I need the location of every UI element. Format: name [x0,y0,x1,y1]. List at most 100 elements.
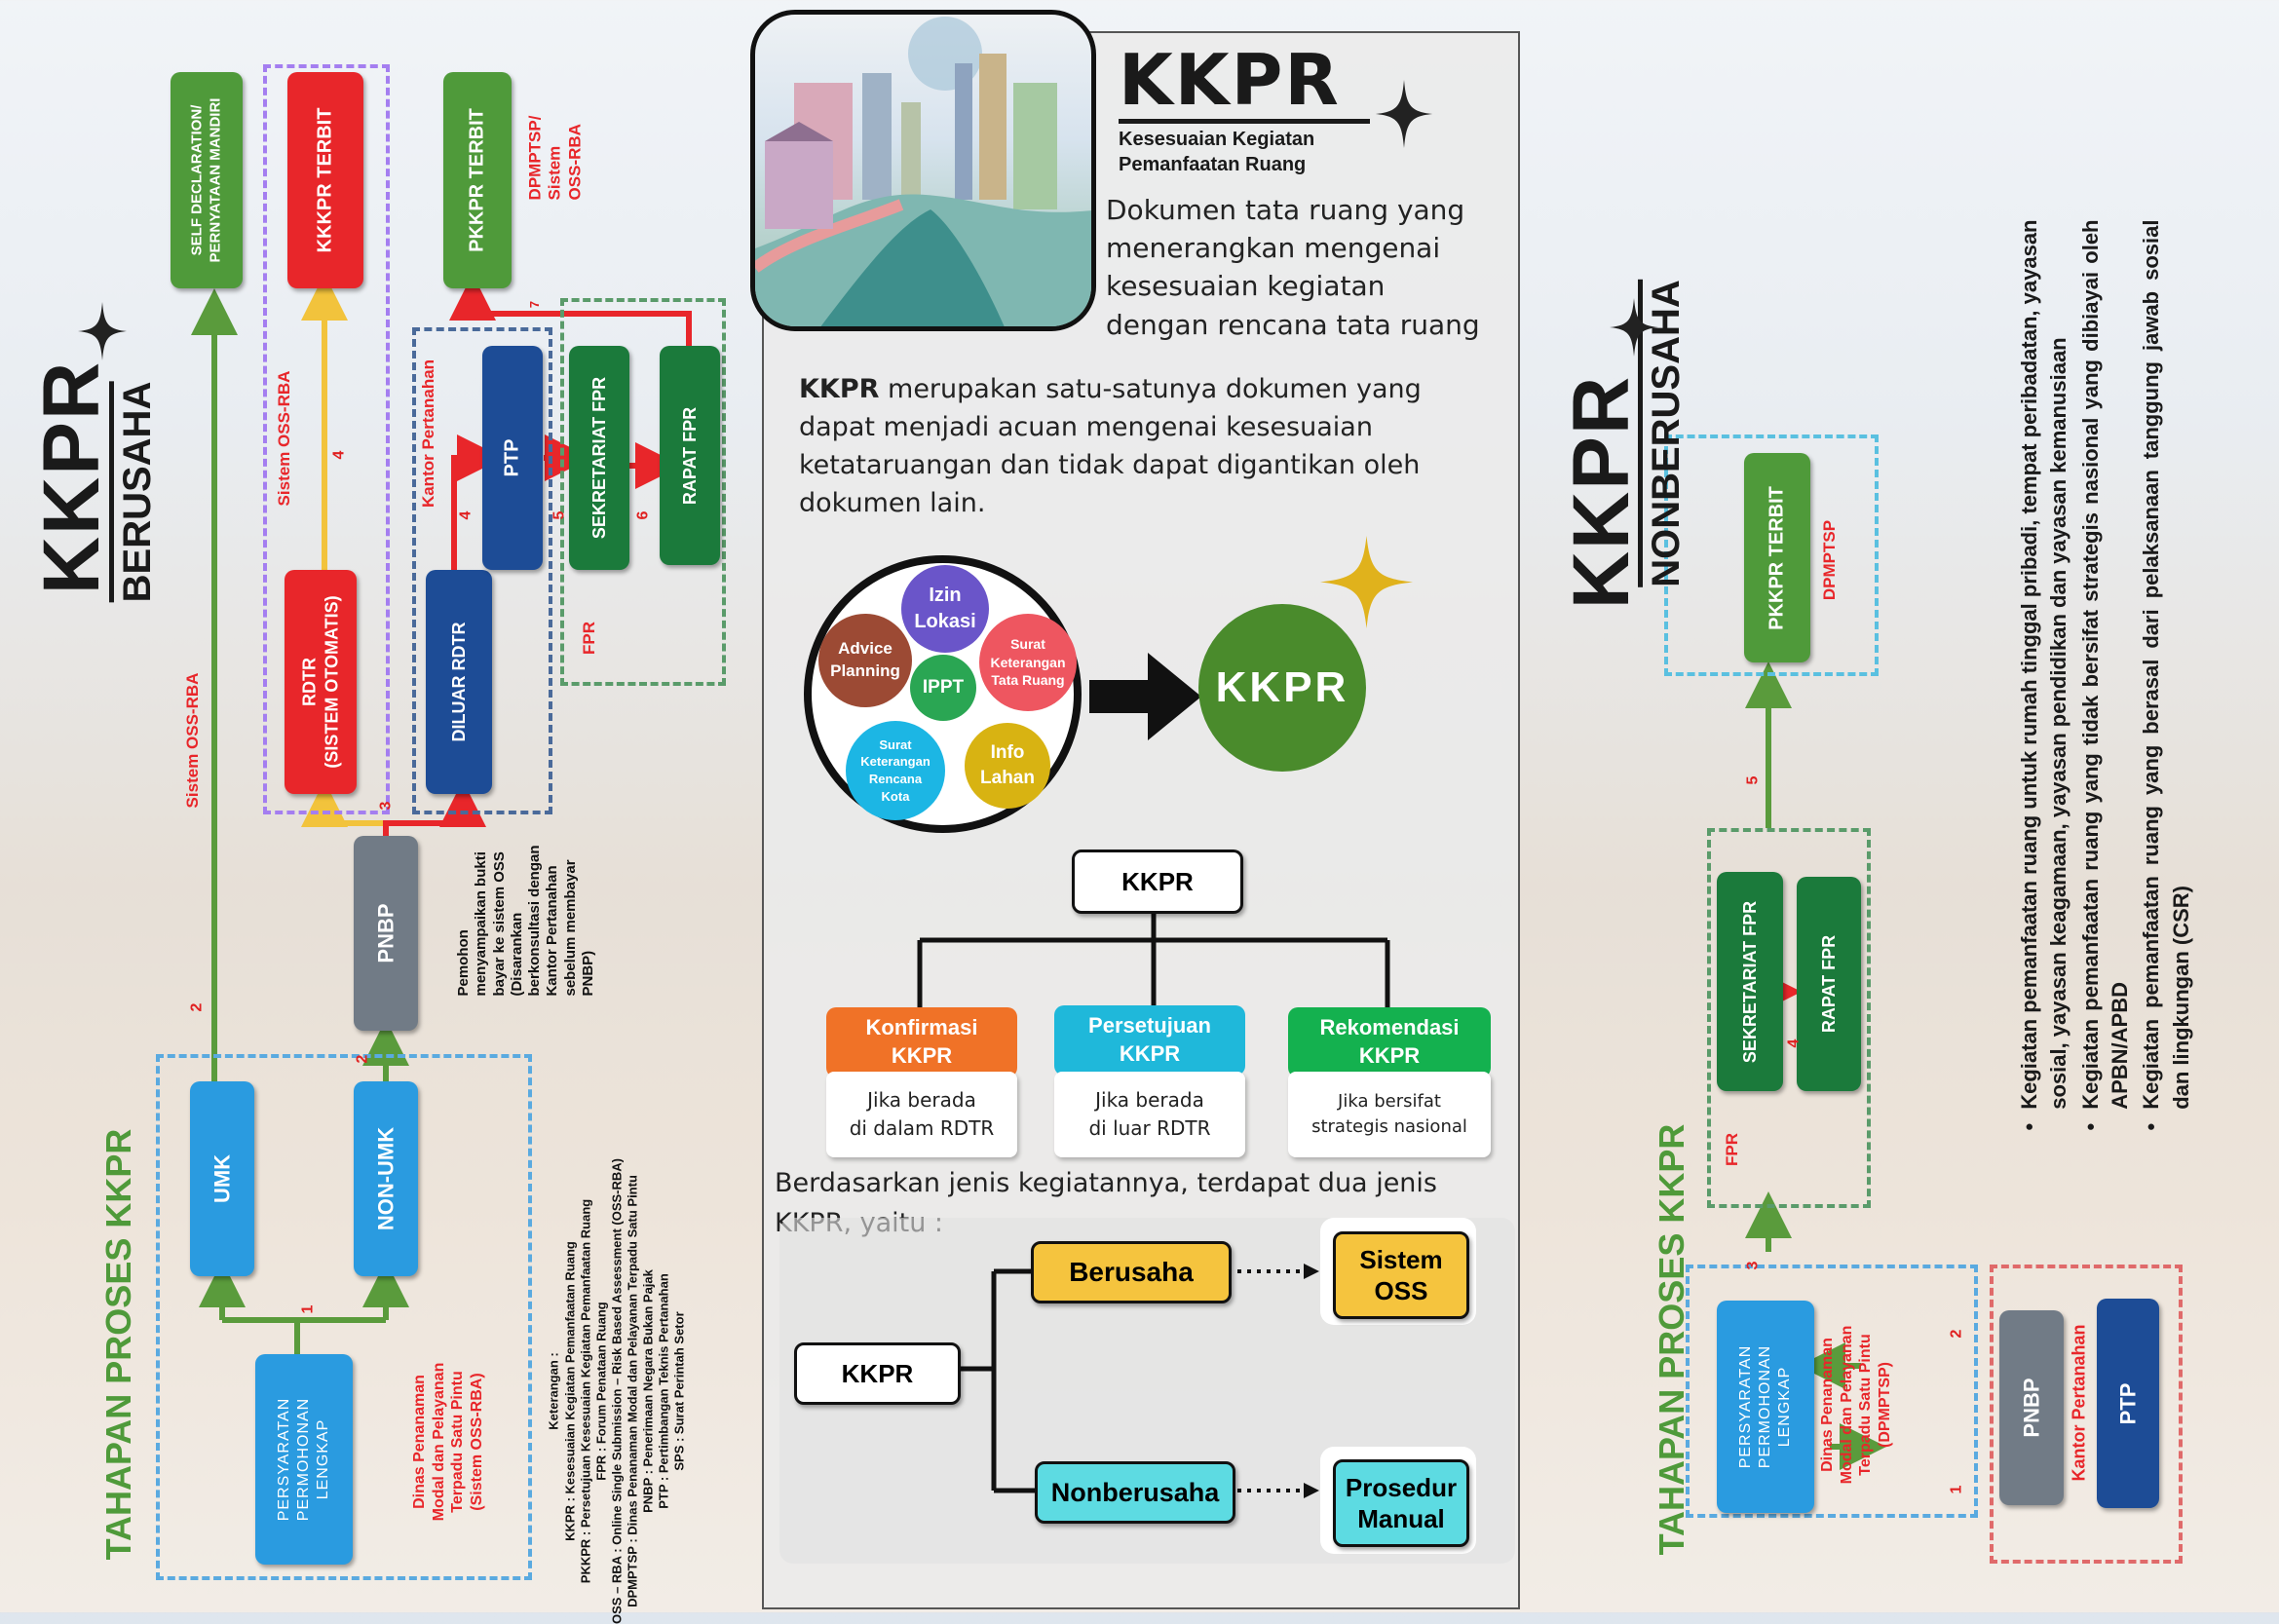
sekretariat-fpr-label-right: SEKRETARIAT FPR [1739,900,1760,1063]
bullet-text-2: Kegiatan pemanfaatan ruang yang tidak be… [2077,219,2133,1110]
step-1: 1 [299,1304,317,1314]
dpmptsp-frame [1664,434,1879,676]
paragraph-bold: KKPR [799,374,880,404]
rapat-fpr-label-right: RAPAT FPR [1818,934,1839,1034]
prosedur-manual-box: Prosedur Manual [1333,1459,1469,1547]
step-6: 6 [634,510,652,520]
ippt-circle: IPPT [910,655,976,721]
persetujuan-desc: Jika berada di luar RDTR [1054,1072,1245,1157]
kkkpr-terbit-label: KKKPR TERBIT [314,107,336,253]
rapat-fpr-box: RAPAT FPR [660,346,720,565]
sekretariat-fpr-box: SEKRETARIAT FPR [569,346,629,570]
bullet-text-3: Kegiatan pemanfaatan ruang yang berasal … [2139,219,2193,1110]
definition-text: Dokumen tata ruang yang menerangkan meng… [1106,194,1480,341]
tahapan-title-left: TAHAPAN PROSES KKPR [98,1128,138,1561]
gold-sparkle-icon [1320,536,1413,628]
persetujuan-kkpr-box: Persetujuan KKPR [1054,1005,1245,1076]
rapat-fpr-label: RAPAT FPR [679,406,700,505]
berusaha-subtitle: BERUSAHA [109,381,160,603]
sparkle-icon [78,302,127,360]
dinas-frame [156,1054,532,1580]
konfirmasi-kkpr-box: Konfirmasi KKPR [826,1007,1017,1077]
persyaratan-label: PERSYARATAN PERMOHONAN LENGKAP [276,1397,331,1522]
keterangan-line-5: DPMPTSP : Dinas Penanaman Modal dan Pela… [625,1175,640,1607]
rdtr-box: RDTR (SISTEM OTOMATIS) [285,570,357,794]
pemohon-note: Pemohon menyampaikan bukti bayar ke sist… [454,845,596,997]
pnbp-box-right: PNBP [1999,1310,2064,1505]
pnbp-box: PNBP [354,836,418,1031]
title-underline [1119,119,1370,124]
pkkpr-terbit-label: PKKPR TERBIT [466,108,488,252]
kantor-pertanahan-label: Kantor Pertanahan [419,359,437,509]
bullet-item: • Kegiatan pemanfaatan ruang untuk rumah … [2015,220,2074,1131]
ptp-label: PTP [501,438,523,477]
rekomendasi-kkpr-box: Rekomendasi KKPR [1288,1007,1491,1077]
pkkpr-terbit-box-right: PKKPR TERBIT [1744,453,1810,662]
non-umk-label: NON-UMK [373,1126,399,1231]
dpmptsp-label-right: DPMPTSP [1820,519,1839,601]
bullet-text-1: Kegiatan pemanfaatan ruang untuk rumah t… [2017,219,2071,1110]
keterangan-line-3: FPR : Forum Penataan Ruang [593,1302,609,1481]
diluar-rdtr-box: DILUAR RDTR [426,570,492,794]
kkpr-tree-root: KKPR [1072,850,1243,914]
fpr-frame-right [1707,828,1871,1208]
step-4a: 4 [330,450,348,460]
keterangan-line-6: PNBP : Penerimaan Negara Bukan Pajak [640,1269,656,1513]
right-step-5: 5 [1744,775,1762,785]
kkkpr-terbit-box: KKKPR TERBIT [287,72,363,288]
info-lahan-circle: Info Lahan [965,723,1050,809]
keterangan-line-1: KKPR : Kesesuaian Kegiatan Pemanfaatan R… [562,1241,578,1541]
ptp-label-right: PTP [2115,1382,2141,1424]
kantor-frame-right [1990,1265,2183,1564]
sistem-oss-rba-label-mid: Sistem OSS-RBA [275,370,293,507]
bullet-block: • Kegiatan pemanfaatan ruang untuk rumah … [2015,220,2249,1131]
self-declaration-box: SELF DECLARATION/ PERNYATAAN MANDIRI [171,72,243,288]
keterangan-line-7: PTP : Pertimbangan Teknis Pertanahan [656,1273,671,1509]
fpr-label-right: FPR [1723,1133,1741,1166]
konfirmasi-desc: Jika berada di dalam RDTR [826,1072,1017,1157]
sistem-oss-box: Sistem OSS [1333,1231,1469,1319]
step-5: 5 [551,510,568,520]
step-3: 3 [377,801,395,811]
rapat-fpr-box-right: RAPAT FPR [1797,877,1861,1091]
bullet-item: • Kegiatan pemanfaatan ruang yang tidak b… [2076,220,2136,1131]
right-step-4: 4 [1785,1039,1803,1048]
subtitle-line-1: Kesesuaian Kegiatan [1119,129,1315,150]
step-2b: 2 [354,1054,371,1064]
advice-planning-circle: Advice Planning [818,614,912,707]
non-umk-box: NON-UMK [354,1081,418,1276]
ptp-box-right: PTP [2097,1299,2159,1508]
izin-lokasi-circle: Izin Lokasi [901,565,989,653]
pnbp-label-right: PNBP [2019,1378,2044,1438]
sparkle-icon [1375,80,1433,148]
jenis-root: KKPR [794,1342,961,1405]
paragraph-rest: merupakan satu-satunya dokumen yang dapa… [799,374,1422,519]
keterangan-line-4: OSS – RBA : Online Single Submission – R… [609,1158,625,1624]
step-4b: 4 [457,510,475,520]
surat-keterangan-rencana-kota-circle: Surat Keterangan Rencana Kota [846,721,945,820]
keterangan-line-8: SPS : Surat Perintah Setor [671,1311,687,1471]
berusaha-box: Berusaha [1031,1241,1232,1303]
kkpr-title-left: KKPR [27,359,116,595]
sekretariat-fpr-label: SEKRETARIAT FPR [589,376,609,540]
bullet-item: • Kegiatan pemanfaatan ruang yang berasal… [2137,220,2196,1131]
right-step-1: 1 [1948,1485,1965,1494]
pnbp-label: PNBP [373,903,399,963]
persyaratan-box-right: PERSYARATAN PERMOHONAN LENGKAP [1717,1301,1814,1513]
right-step-2: 2 [1948,1329,1965,1339]
pkkpr-terbit-label-right: PKKPR TERBIT [1766,485,1788,630]
persyaratan-box: PERSYARATAN PERMOHONAN LENGKAP [255,1354,353,1565]
fpr-frame [560,298,726,686]
surat-keterangan-tata-ruang-circle: Surat Keterangan Tata Ruang [979,614,1077,711]
keterangan-line-2: PKKPR : Persetujuan Kesesuaian Kegiatan … [578,1198,593,1584]
jenis-tree-lines [955,1264,1319,1498]
persyaratan-label-right: PERSYARATAN PERMOHONAN LENGKAP [1737,1344,1793,1469]
sekretariat-fpr-box-right: SEKRETARIAT FPR [1717,872,1783,1091]
oss-rba-frame [263,64,390,814]
step-7: 7 [527,300,543,309]
kkpr-title-center: KKPR [1119,39,1341,121]
dinas-frame-right [1686,1265,1978,1518]
kantor-pertanahan-label-right: Kantor Pertanahan [2069,1324,2089,1482]
tahapan-title-right: TAHAPAN PROSES KKPR [1652,1123,1691,1556]
sparkle-icon [1610,298,1658,357]
